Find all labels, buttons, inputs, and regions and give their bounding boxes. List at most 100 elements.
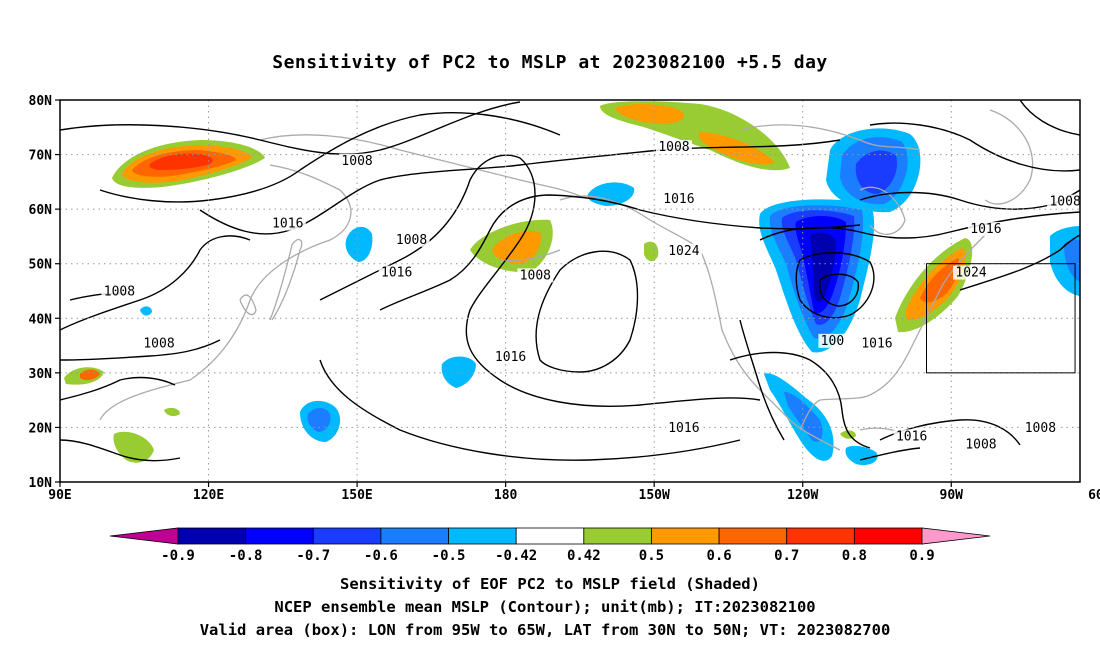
- coastline-layer: [99, 109, 1034, 451]
- shade-positive-bering-core: [492, 230, 541, 264]
- coastline-greenland: [984, 109, 1034, 205]
- coastline-west-na: [699, 249, 841, 451]
- shade-positive-indochina-core: [80, 369, 100, 381]
- contour-line-23: [739, 319, 785, 441]
- contour-label-bg-12: [1082, 301, 1100, 315]
- colorbar-label-8: 0.6: [706, 548, 731, 564]
- shade-positive-small: [164, 407, 180, 417]
- contour-label-3: 1016: [272, 217, 303, 232]
- colorbar-segment-1: [245, 527, 314, 545]
- colorbar-segment-3: [380, 527, 449, 545]
- contour-label-12: 1016: [1084, 301, 1100, 316]
- contour-label-1: 1008: [658, 140, 689, 155]
- contour-line-15: [60, 235, 251, 331]
- shade-negative-us-west-peak: [810, 232, 836, 302]
- contour-label-bg-5: [101, 284, 138, 299]
- contour-label-bg-7: [517, 268, 554, 283]
- contour-label-15: 100: [821, 334, 844, 349]
- contour-label-13: 1008: [143, 337, 174, 352]
- contour-label-8: 1016: [663, 192, 694, 207]
- contour-label-10: 1016: [970, 222, 1001, 237]
- contour-line-7: [319, 359, 741, 461]
- contour-line-2: [99, 112, 561, 203]
- shade-positive-siberia-peak: [149, 153, 213, 170]
- colorbar-label-2: -0.7: [296, 548, 330, 564]
- contour-label-bg-8: [660, 191, 697, 206]
- colorbar-label-3: -0.6: [364, 548, 398, 564]
- contour-label-17: 1016: [668, 421, 699, 436]
- x-tick-label-7: 60W: [1088, 488, 1100, 503]
- contour-label-0: 1008: [341, 154, 372, 169]
- contour-label-bg-17: [665, 421, 702, 436]
- contour-label-bg-20: [962, 437, 999, 452]
- caption-line-1: Sensitivity of EOF PC2 to MSLP field (Sh…: [340, 575, 760, 593]
- contour-label-16: 1016: [861, 337, 892, 352]
- coastline-siberia: [259, 134, 581, 197]
- y-tick-label-4: 40N: [29, 312, 53, 327]
- contour-label-bg-1: [655, 140, 692, 155]
- shade-negative-mexico-core: [784, 392, 823, 442]
- map-panel: 1008 1008 1008 1016 1008 1008 1016 1008 1016 1024…: [29, 94, 1100, 503]
- valid-area-box: [926, 263, 1076, 374]
- contour-label-6: 1016: [381, 266, 412, 281]
- colorbar-segment-7: [651, 527, 720, 545]
- contour-line-22: [859, 447, 921, 461]
- contour-label-bg-9: [665, 243, 702, 258]
- colorbar-segment-2: [312, 527, 382, 545]
- contour-label-4: 1008: [396, 233, 427, 248]
- axis-ticks: 90E 120E 150E 180 150W 120W 90W 60W 80N 70N 60N 50N…: [29, 94, 1100, 503]
- shade-negative-small: [140, 306, 152, 316]
- x-tick-label-5: 120W: [787, 488, 818, 503]
- x-tick-label-3: 180: [494, 488, 518, 503]
- contour-line-11: [959, 234, 1080, 291]
- contour-label-5: 1008: [104, 285, 135, 300]
- colorbar-label-5: -0.42: [495, 548, 537, 564]
- colorbar-label-4: -0.5: [432, 548, 466, 564]
- contour-label-19: 1008: [1025, 421, 1056, 436]
- contour-label-7: 1008: [520, 268, 551, 283]
- contour-label-18: 1016: [896, 429, 927, 444]
- contour-label-9: 1024: [668, 244, 699, 259]
- shade-negative-atlantic-core: [1064, 239, 1080, 282]
- contour-line-14: [1019, 100, 1080, 136]
- colorbar-segment-9: [786, 527, 855, 545]
- contour-label-bg-6: [378, 265, 415, 280]
- colorbar-label-1: -0.8: [229, 548, 263, 564]
- colorbar-high-arrow: [921, 527, 991, 545]
- contour-label-bg-13: [141, 336, 178, 351]
- chart-title: Sensitivity of PC2 to MSLP at 2023082100…: [272, 52, 828, 73]
- contour-line-10: [819, 273, 859, 307]
- x-tick-label-6: 90W: [940, 488, 964, 503]
- contour-line-20: [729, 351, 871, 449]
- shade-negative-canada-deep: [855, 150, 898, 194]
- coastline-hudson: [859, 186, 906, 235]
- contour-label-bg-16: [858, 336, 895, 351]
- x-tick-label-0: 90E: [48, 488, 71, 503]
- y-tick-label-0: 80N: [29, 94, 53, 109]
- colorbar-segment-8: [718, 527, 788, 545]
- shade-negative-caribbean: [845, 445, 878, 466]
- shade-positive-gulf: [644, 241, 659, 262]
- contour-line-19: [60, 439, 181, 462]
- shade-negative-pacific: [441, 356, 476, 388]
- y-tick-label-5: 30N: [29, 367, 53, 382]
- colorbar-segment-6: [583, 527, 652, 545]
- contour-label-bg-18: [893, 429, 930, 444]
- coastline-gulf: [799, 394, 871, 431]
- coastline-east-asia: [99, 164, 352, 421]
- contour-label-11: 1024: [955, 266, 986, 281]
- contour-line-13: [869, 122, 1080, 172]
- colorbar-label-10: 0.8: [842, 548, 867, 564]
- colorbar-label-0: -0.9: [161, 548, 195, 564]
- colorbar-label-11: 0.9: [909, 548, 934, 564]
- contour-line-1: [60, 101, 521, 155]
- colorbar: -0.9 -0.8 -0.7 -0.6 -0.5 -0.42 0.42 0.5 0.6 0.7 0.…: [109, 527, 991, 564]
- contour-line-5: [379, 194, 861, 311]
- y-tick-label-1: 70N: [29, 149, 53, 164]
- x-tick-label-1: 120E: [193, 488, 224, 503]
- contour-line-8: [759, 211, 1080, 241]
- colorbar-segment-0: [177, 527, 247, 545]
- contour-line-6: [535, 250, 639, 373]
- colorbar-label-7: 0.5: [639, 548, 664, 564]
- colorbar-segment-5: [515, 527, 585, 545]
